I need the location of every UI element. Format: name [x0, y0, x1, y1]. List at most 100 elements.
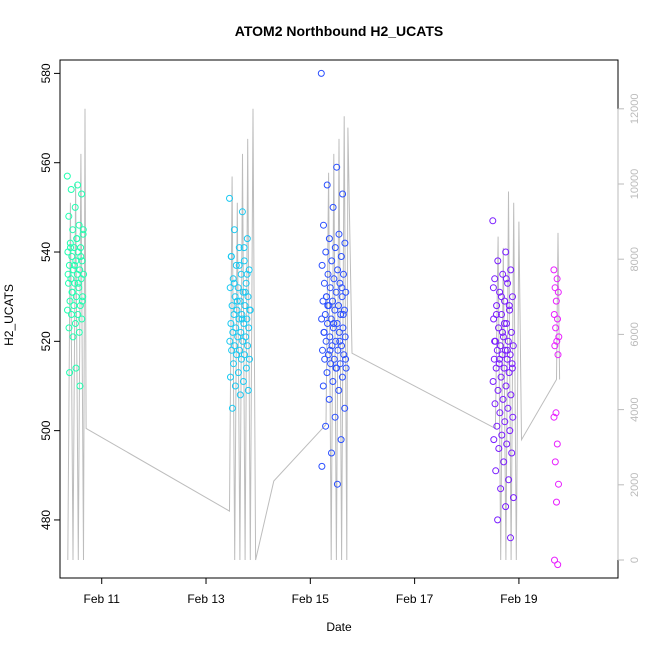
data-point — [336, 337, 344, 345]
data-point — [336, 360, 344, 368]
data-point — [246, 355, 253, 363]
data-point — [503, 320, 510, 327]
data-point — [496, 288, 504, 296]
data-point — [337, 253, 345, 260]
data-point — [325, 395, 333, 403]
data-point — [68, 311, 75, 318]
data-point — [499, 270, 507, 278]
data-point — [338, 293, 346, 301]
data-point — [342, 355, 350, 363]
data-point — [502, 382, 510, 390]
data-point — [340, 306, 348, 314]
data-point — [555, 333, 563, 341]
data-point — [508, 364, 516, 372]
data-point — [504, 404, 512, 412]
data-point — [70, 244, 78, 252]
data-point — [330, 355, 338, 363]
data-point — [553, 498, 560, 506]
data-point — [64, 270, 72, 278]
data-point — [507, 391, 515, 399]
data-point — [73, 235, 81, 243]
data-point — [320, 221, 327, 229]
data-point — [553, 337, 561, 345]
data-point — [78, 190, 86, 198]
data-point — [339, 190, 347, 198]
data-point — [507, 534, 514, 542]
data-point — [498, 431, 506, 439]
data-point — [336, 279, 344, 287]
data-point — [502, 248, 510, 256]
data-point — [238, 355, 245, 363]
chart-title: ATOM2 Northbound H2_UCATS — [235, 23, 443, 39]
data-point — [234, 284, 242, 292]
data-point — [65, 261, 73, 269]
data-point — [501, 418, 509, 426]
data-point — [496, 355, 503, 363]
data-point — [502, 275, 510, 283]
data-point — [334, 346, 342, 354]
data-point — [72, 364, 80, 372]
data-point — [241, 302, 249, 310]
data-point — [324, 351, 332, 359]
data-point — [495, 445, 503, 452]
data-point — [235, 315, 243, 323]
data-point — [507, 328, 515, 336]
data-point — [338, 373, 346, 381]
data-point — [554, 315, 561, 323]
data-point — [320, 328, 328, 336]
data-point — [70, 302, 78, 310]
data-point — [78, 297, 86, 305]
data-point — [227, 253, 235, 260]
data-point — [337, 436, 345, 444]
data-point — [508, 449, 516, 457]
data-point — [497, 485, 505, 493]
data-point — [322, 293, 330, 301]
altitude-trace-line — [67, 108, 561, 561]
x-tick-label: Feb 15 — [292, 592, 330, 606]
data-point — [77, 253, 85, 260]
data-point — [335, 386, 343, 394]
data-point — [318, 261, 326, 269]
data-point — [328, 257, 336, 265]
data-point — [245, 266, 253, 274]
data-point — [337, 311, 345, 318]
data-point — [66, 239, 74, 247]
y-axis-label: H2_UCATS — [2, 284, 16, 346]
data-point — [66, 297, 74, 305]
data-point — [69, 226, 77, 234]
secondary-tick-label: 0 — [629, 557, 641, 563]
data-point — [228, 346, 236, 354]
data-point — [230, 279, 238, 287]
data-point — [230, 311, 238, 318]
data-point — [506, 427, 514, 435]
data-point — [244, 293, 252, 301]
x-tick-label: Feb 11 — [83, 592, 120, 606]
data-point — [71, 320, 79, 327]
data-point — [504, 337, 512, 345]
data-point — [552, 409, 560, 417]
data-point — [338, 284, 346, 292]
data-point — [243, 270, 251, 278]
data-point — [226, 284, 234, 292]
data-point — [550, 311, 558, 318]
data-point — [334, 266, 342, 274]
data-point — [78, 315, 86, 323]
data-point — [335, 302, 342, 310]
data-point — [325, 235, 333, 243]
data-point — [509, 342, 517, 350]
data-point — [341, 404, 349, 412]
data-point — [552, 297, 560, 305]
data-point — [65, 279, 72, 287]
data-point — [328, 449, 335, 457]
data-point — [339, 324, 347, 332]
data-point — [233, 351, 241, 359]
data-point — [238, 208, 246, 216]
data-point — [490, 355, 498, 363]
data-point — [69, 266, 77, 274]
data-point — [331, 413, 339, 421]
data-point — [339, 311, 347, 318]
data-point — [494, 386, 502, 394]
data-point — [332, 337, 340, 345]
data-point — [335, 230, 343, 238]
